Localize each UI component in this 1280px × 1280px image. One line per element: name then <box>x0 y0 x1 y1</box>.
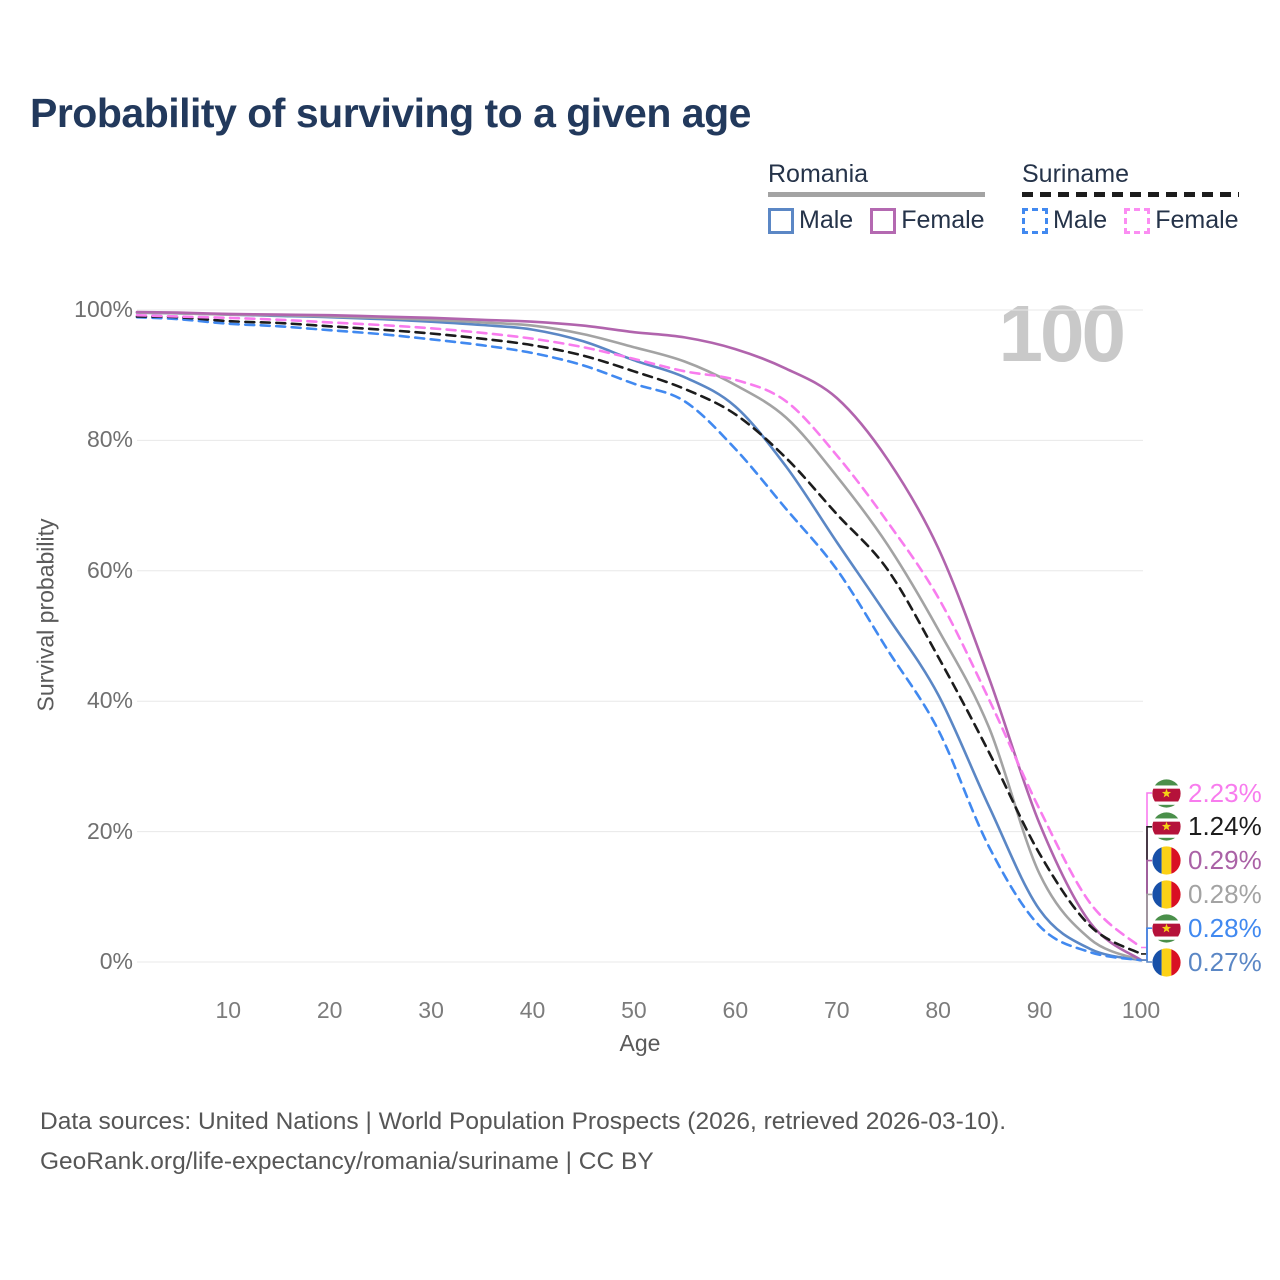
end-label-value: 2.23% <box>1188 777 1262 808</box>
end-label-row-suriname-female: 2.23% <box>1152 776 1262 810</box>
y-tick-label: 0% <box>99 948 133 974</box>
end-label-leader <box>1141 959 1152 963</box>
curve-romania-total <box>135 311 1143 962</box>
legend-item-romania-female[interactable]: Female <box>870 206 985 235</box>
x-tick-label: 80 <box>925 997 951 1023</box>
suriname-line-swatch <box>1022 192 1239 197</box>
page-title: Probability of surviving to a given age <box>30 90 751 136</box>
suriname-flag-icon <box>1152 812 1181 841</box>
suriname-female-swatch <box>1124 207 1151 234</box>
end-label-value: 0.28% <box>1188 912 1262 943</box>
x-tick-label: 50 <box>621 997 647 1023</box>
x-tick-label: 60 <box>722 997 749 1023</box>
x-tick-label: 40 <box>519 997 546 1023</box>
y-tick-label: 80% <box>86 426 133 453</box>
curve-suriname-total <box>135 315 1143 956</box>
x-tick-label: 10 <box>215 997 242 1023</box>
romania-flag-icon <box>1152 880 1181 909</box>
romania-male-swatch <box>768 207 794 234</box>
y-tick-label: 100% <box>74 296 133 322</box>
x-tick-label: 70 <box>823 997 850 1023</box>
hovered-age-watermark: 100 <box>998 289 1126 378</box>
end-label-value: 0.28% <box>1188 878 1262 909</box>
curve-romania-female <box>135 310 1143 962</box>
footer-attribution: GeoRank.org/life-expectancy/romania/suri… <box>40 1148 654 1175</box>
legend-group-title-suriname: Suriname <box>1022 160 1129 188</box>
end-label-row-romania-total: 0.28% <box>1152 877 1262 911</box>
y-axis-title: Survival probability <box>32 518 59 712</box>
x-tick-label: 20 <box>316 997 343 1023</box>
curve-suriname-female <box>135 313 1143 949</box>
suriname-male-swatch <box>1022 207 1048 234</box>
romania-line-swatch <box>768 192 985 197</box>
footer-data-sources: Data sources: United Nations | World Pop… <box>40 1108 1007 1135</box>
end-label-value: 1.24% <box>1188 811 1262 842</box>
end-label-leader <box>1141 927 1152 961</box>
romania-female-swatch <box>870 207 897 234</box>
legend-item-suriname-female[interactable]: Female <box>1124 206 1239 235</box>
legend-item-suriname-male[interactable]: Male <box>1022 206 1107 235</box>
suriname-flag-icon <box>1152 778 1181 808</box>
end-label-value: 0.29% <box>1188 845 1262 876</box>
legend-group-title-romania: Romania <box>768 160 869 188</box>
y-tick-label: 60% <box>86 556 133 583</box>
end-label-row-romania-male: 0.27% <box>1152 945 1262 979</box>
legend-item-romania-male[interactable]: Male <box>768 206 853 235</box>
y-tick-label: 40% <box>86 687 133 714</box>
x-tick-label: 30 <box>418 997 444 1023</box>
x-tick-label: 90 <box>1026 997 1053 1023</box>
end-label-row-romania-female: 0.29% <box>1152 844 1262 878</box>
end-label-row-suriname-total: 1.24% <box>1152 810 1262 844</box>
end-label-value: 0.27% <box>1188 946 1262 977</box>
y-tick-label: 20% <box>86 817 133 844</box>
curve-romania-male <box>135 311 1143 962</box>
suriname-flag-icon <box>1152 914 1181 943</box>
romania-flag-icon <box>1152 846 1181 875</box>
end-label-row-suriname-male: 0.28% <box>1152 911 1262 945</box>
legend-group-suriname: Suriname Male Female <box>1022 160 1239 235</box>
legend-group-romania: Romania Male Female <box>768 160 985 235</box>
romania-flag-icon <box>1152 947 1181 977</box>
curve-suriname-male <box>135 315 1143 962</box>
x-axis-title: Age <box>619 1030 661 1056</box>
x-tick-label: 100 <box>1121 997 1161 1023</box>
